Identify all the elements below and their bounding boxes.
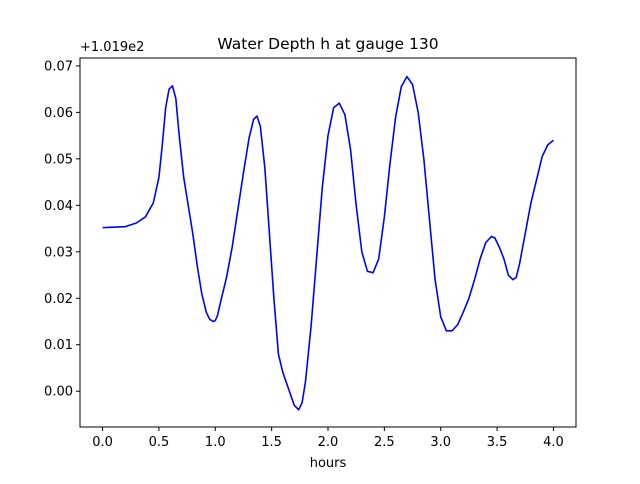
x-tick-label: 0.0 xyxy=(92,435,113,450)
x-tick-label: 3.5 xyxy=(487,435,508,450)
x-tick-label: 4.0 xyxy=(543,435,564,450)
y-tick-label: 0.07 xyxy=(44,59,73,74)
y-tick-label: 0.06 xyxy=(44,106,73,121)
y-tick-label: 0.01 xyxy=(44,338,73,353)
x-axis-label: hours xyxy=(310,456,347,471)
x-tick-label: 0.5 xyxy=(149,435,170,450)
x-tick-label: 3.0 xyxy=(430,435,451,450)
y-offset-label: +1.019e2 xyxy=(80,40,144,55)
y-tick-label: 0.05 xyxy=(44,152,73,167)
x-tick-label: 1.0 xyxy=(205,435,226,450)
x-tick-label: 1.5 xyxy=(261,435,282,450)
y-tick-label: 0.03 xyxy=(44,245,73,260)
y-tick-label: 0.00 xyxy=(44,385,73,400)
chart-title: Water Depth h at gauge 130 xyxy=(217,35,438,53)
series-line-0 xyxy=(102,75,554,411)
x-tick-label: 2.0 xyxy=(318,435,339,450)
x-tick-label: 2.5 xyxy=(374,435,395,450)
y-tick-label: 0.02 xyxy=(44,292,73,307)
plot-layer: 0.0 0.5 1.0 1.5 2.0 2.5 3.0 3.5 4.0 0.00 0.01 0.02 0… xyxy=(44,57,577,450)
y-tick-label: 0.04 xyxy=(44,199,73,214)
